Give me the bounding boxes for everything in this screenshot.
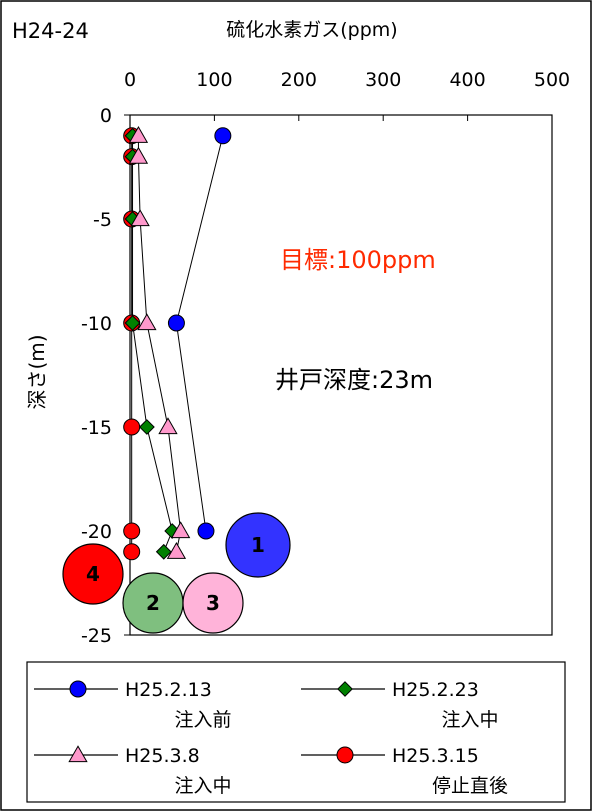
legend-entry-status: 注入中 [174, 775, 231, 797]
legend-entry-name: H25.3.15 [392, 745, 479, 767]
data-point-H25.2.23 [155, 543, 172, 560]
legend-entry-name: H25.2.13 [125, 679, 212, 701]
badge-circle-4 [62, 543, 124, 605]
data-point-H25.3.15 [123, 418, 141, 436]
legend-marker-H25.2.13 [69, 680, 87, 698]
plot-area [129, 114, 553, 636]
y-tick-label: -20 [81, 521, 112, 543]
x-tick-label: 300 [365, 69, 401, 91]
data-point-H25.3.15 [123, 543, 141, 561]
legend-entry-status: 停止直後 [432, 775, 508, 797]
data-point-H25.3.8 [170, 521, 191, 539]
y-tick-label: 0 [100, 105, 112, 127]
legend-entry-status: 注入中 [441, 709, 498, 731]
well-depth-annotation: 井戸深度:23m [275, 366, 433, 394]
data-point-H25.2.13 [167, 314, 185, 332]
badge-label-3: 3 [206, 591, 220, 615]
data-point-H25.2.23 [124, 315, 141, 331]
data-point-H25.2.23 [138, 419, 155, 435]
x-axis-label: 硫化水素ガス(ppm) [226, 19, 397, 41]
y-tick-label: -10 [81, 313, 112, 335]
y-axis-label: 深さ(m) [25, 334, 49, 409]
data-point-H25.3.8 [128, 125, 149, 143]
legend-entry-name: H25.3.8 [125, 745, 200, 767]
legend-box [26, 661, 566, 803]
legend-marker-H25.3.8 [68, 745, 88, 763]
chart-id-label: H24-24 [12, 19, 89, 43]
legend-marker-H25.3.15 [336, 746, 354, 764]
badge-label-4: 4 [86, 562, 100, 586]
y-tick-label: -15 [81, 417, 112, 439]
data-point-H25.3.8 [158, 417, 178, 435]
target-annotation: 目標:100ppm [280, 246, 436, 274]
x-tick-label: 0 [124, 69, 136, 91]
legend-entry-name: H25.2.23 [392, 679, 479, 701]
legend-marker-H25.2.23 [337, 681, 353, 697]
data-point-H25.3.8 [166, 541, 187, 559]
badge-label-2: 2 [146, 591, 160, 615]
data-point-H25.3.8 [130, 209, 150, 227]
data-point-H25.3.8 [137, 313, 157, 331]
data-point-H25.2.13 [214, 127, 232, 145]
x-tick-label: 400 [449, 69, 485, 91]
data-point-H25.2.13 [197, 522, 215, 540]
data-point-H25.3.15 [123, 522, 141, 540]
x-tick-label: 200 [281, 69, 317, 91]
data-point-H25.3.8 [128, 146, 149, 164]
x-tick-label: 100 [196, 69, 232, 91]
legend-entry-status: 注入前 [174, 709, 231, 731]
badge-label-1: 1 [251, 533, 265, 557]
x-tick-label: 500 [534, 69, 570, 91]
y-tick-label: -5 [93, 209, 112, 231]
badge-circle-1 [225, 512, 291, 578]
y-tick-label: -25 [81, 625, 112, 647]
badge-circle-3 [182, 572, 244, 634]
